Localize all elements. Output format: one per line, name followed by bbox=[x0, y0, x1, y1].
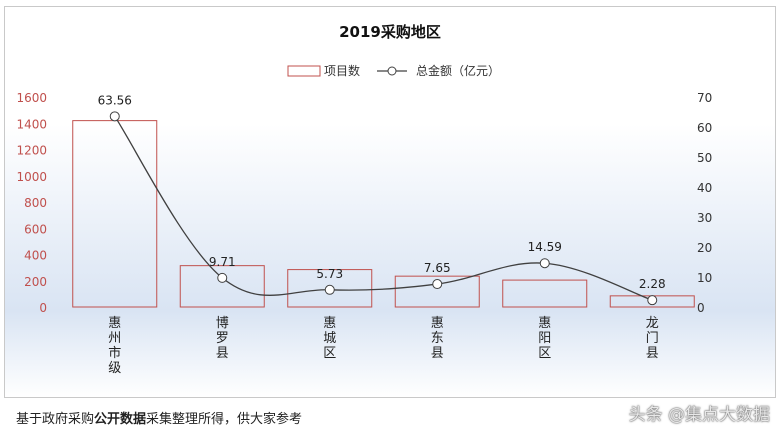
footer-bold: 公开数据 bbox=[94, 412, 147, 427]
category-label: 市 bbox=[108, 345, 121, 361]
data-label: 14.59 bbox=[528, 240, 562, 254]
category-label: 博 bbox=[216, 316, 229, 331]
category-label: 县 bbox=[646, 346, 659, 361]
category-label: 惠 bbox=[323, 316, 336, 331]
data-label: 9.71 bbox=[209, 255, 236, 269]
data-label: 63.56 bbox=[98, 93, 132, 107]
category-label: 区 bbox=[538, 346, 551, 361]
category-label: 区 bbox=[323, 346, 336, 361]
right-axis-tick: 50 bbox=[697, 151, 712, 165]
right-axis-tick: 10 bbox=[697, 271, 712, 285]
legend-bar-label: 项目数 bbox=[324, 63, 360, 78]
watermark: 头条 @集点大数据 bbox=[628, 405, 770, 425]
data-label: 5.73 bbox=[316, 267, 343, 281]
category-label: 惠 bbox=[108, 316, 121, 331]
category-label: 门 bbox=[646, 331, 659, 346]
left-axis-tick: 800 bbox=[24, 196, 47, 210]
chart-frame: 2019采购地区 项目数 总金额（亿元） 0 200 400 600 800 1000 1200 1… bbox=[4, 6, 776, 398]
category-label: 州 bbox=[108, 331, 121, 346]
right-axis-tick: 0 bbox=[697, 301, 705, 315]
category-label: 城 bbox=[323, 331, 336, 346]
left-axis-tick: 1000 bbox=[16, 170, 47, 184]
line-point bbox=[217, 272, 228, 283]
bar bbox=[394, 275, 480, 308]
category-label: 龙 bbox=[646, 316, 659, 331]
legend-line-marker bbox=[387, 66, 397, 76]
footer-note: 基于政府采购公开数据采集整理所得，供大家参考 bbox=[16, 408, 302, 427]
data-label: 7.65 bbox=[424, 261, 451, 275]
line-point bbox=[324, 284, 335, 295]
line-point bbox=[647, 295, 658, 306]
right-axis-tick: 20 bbox=[697, 241, 712, 255]
category-label: 阳 bbox=[538, 331, 551, 346]
left-axis-tick: 600 bbox=[24, 222, 47, 236]
line-point bbox=[432, 279, 443, 290]
line-point bbox=[539, 258, 550, 269]
left-axis-tick: 0 bbox=[39, 301, 47, 315]
left-axis-tick: 200 bbox=[24, 275, 47, 289]
footer-suffix: 采集整理所得，供大家参考 bbox=[146, 412, 303, 427]
right-axis-tick: 70 bbox=[697, 91, 712, 105]
category-label: 级 bbox=[108, 361, 121, 376]
left-axis-tick: 1200 bbox=[16, 144, 47, 158]
line-point bbox=[109, 111, 120, 122]
legend-bar-swatch bbox=[287, 65, 321, 77]
data-label: 2.28 bbox=[639, 277, 666, 291]
category-label: 东 bbox=[431, 331, 444, 346]
chart-title: 2019采购地区 bbox=[339, 23, 441, 41]
bar bbox=[287, 269, 373, 308]
right-axis-tick: 60 bbox=[697, 121, 712, 135]
bar bbox=[502, 279, 588, 308]
left-axis-tick: 1600 bbox=[16, 91, 47, 105]
category-label: 惠 bbox=[538, 316, 551, 331]
category-label: 罗 bbox=[216, 331, 229, 346]
category-label: 县 bbox=[431, 346, 444, 361]
legend-line-label: 总金额（亿元） bbox=[416, 63, 500, 78]
category-label: 惠 bbox=[431, 316, 444, 331]
bar bbox=[179, 265, 265, 308]
right-axis-tick: 30 bbox=[697, 211, 712, 225]
footer-prefix: 基于政府采购 bbox=[16, 412, 95, 427]
category-label: 县 bbox=[216, 346, 229, 361]
left-axis-tick: 400 bbox=[24, 249, 47, 263]
left-axis-tick: 1400 bbox=[16, 117, 47, 131]
right-axis-tick: 40 bbox=[697, 181, 712, 195]
